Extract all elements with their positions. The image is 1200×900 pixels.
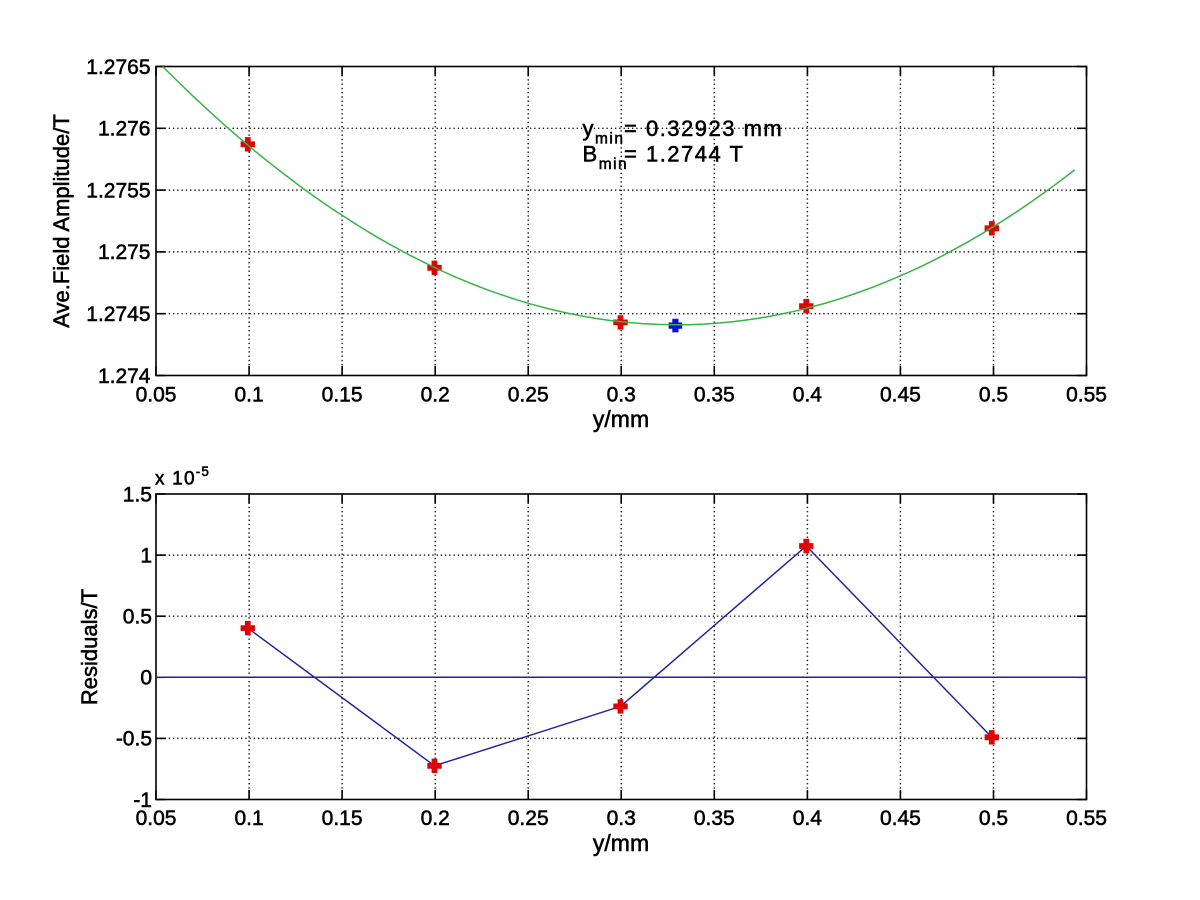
svg-text:0.5: 0.5: [123, 606, 152, 629]
svg-text:0.4: 0.4: [793, 384, 823, 407]
svg-text:0.45: 0.45: [880, 807, 921, 830]
svg-text:1.2755: 1.2755: [86, 179, 150, 202]
svg-text:0.35: 0.35: [694, 807, 735, 830]
svg-text:Ave.Field Amplitude/T: Ave.Field Amplitude/T: [49, 114, 74, 328]
svg-text:0.35: 0.35: [694, 384, 735, 407]
svg-text:0.55: 0.55: [1066, 384, 1107, 407]
svg-text:0.1: 0.1: [234, 807, 263, 830]
svg-text:1: 1: [140, 544, 152, 567]
svg-text:y/mm: y/mm: [593, 830, 649, 856]
svg-text:1.275: 1.275: [98, 241, 151, 264]
svg-text:= 1.2744 T: = 1.2744 T: [624, 142, 744, 167]
svg-text:0.5: 0.5: [979, 807, 1008, 830]
svg-text:1.274: 1.274: [98, 365, 151, 388]
svg-text:0.25: 0.25: [508, 807, 549, 830]
svg-text:0.15: 0.15: [322, 384, 363, 407]
svg-text:1.5: 1.5: [123, 483, 152, 506]
svg-text:1.2765: 1.2765: [86, 56, 150, 79]
svg-text:0.05: 0.05: [136, 807, 177, 830]
svg-text:0.1: 0.1: [234, 384, 263, 407]
svg-text:0.3: 0.3: [607, 807, 636, 830]
svg-text:0.45: 0.45: [880, 384, 921, 407]
svg-text:0: 0: [140, 667, 152, 690]
svg-text:-0.5: -0.5: [116, 728, 152, 751]
svg-text:y/mm: y/mm: [593, 406, 649, 432]
svg-text:1.276: 1.276: [98, 118, 151, 141]
svg-text:0.05: 0.05: [136, 384, 177, 407]
svg-text:-1: -1: [133, 789, 152, 812]
svg-text:0.2: 0.2: [421, 384, 450, 407]
svg-text:= 0.32923 mm: = 0.32923 mm: [624, 116, 783, 141]
svg-text:0.4: 0.4: [793, 807, 823, 830]
svg-text:0.25: 0.25: [508, 384, 549, 407]
svg-text:0.5: 0.5: [979, 384, 1008, 407]
svg-text:1.2745: 1.2745: [86, 303, 150, 326]
svg-text:0.3: 0.3: [607, 384, 636, 407]
svg-text:0.55: 0.55: [1066, 807, 1107, 830]
svg-text:0.15: 0.15: [322, 807, 363, 830]
svg-text:0.2: 0.2: [421, 807, 450, 830]
svg-text:Residuals/T: Residuals/T: [77, 589, 102, 705]
